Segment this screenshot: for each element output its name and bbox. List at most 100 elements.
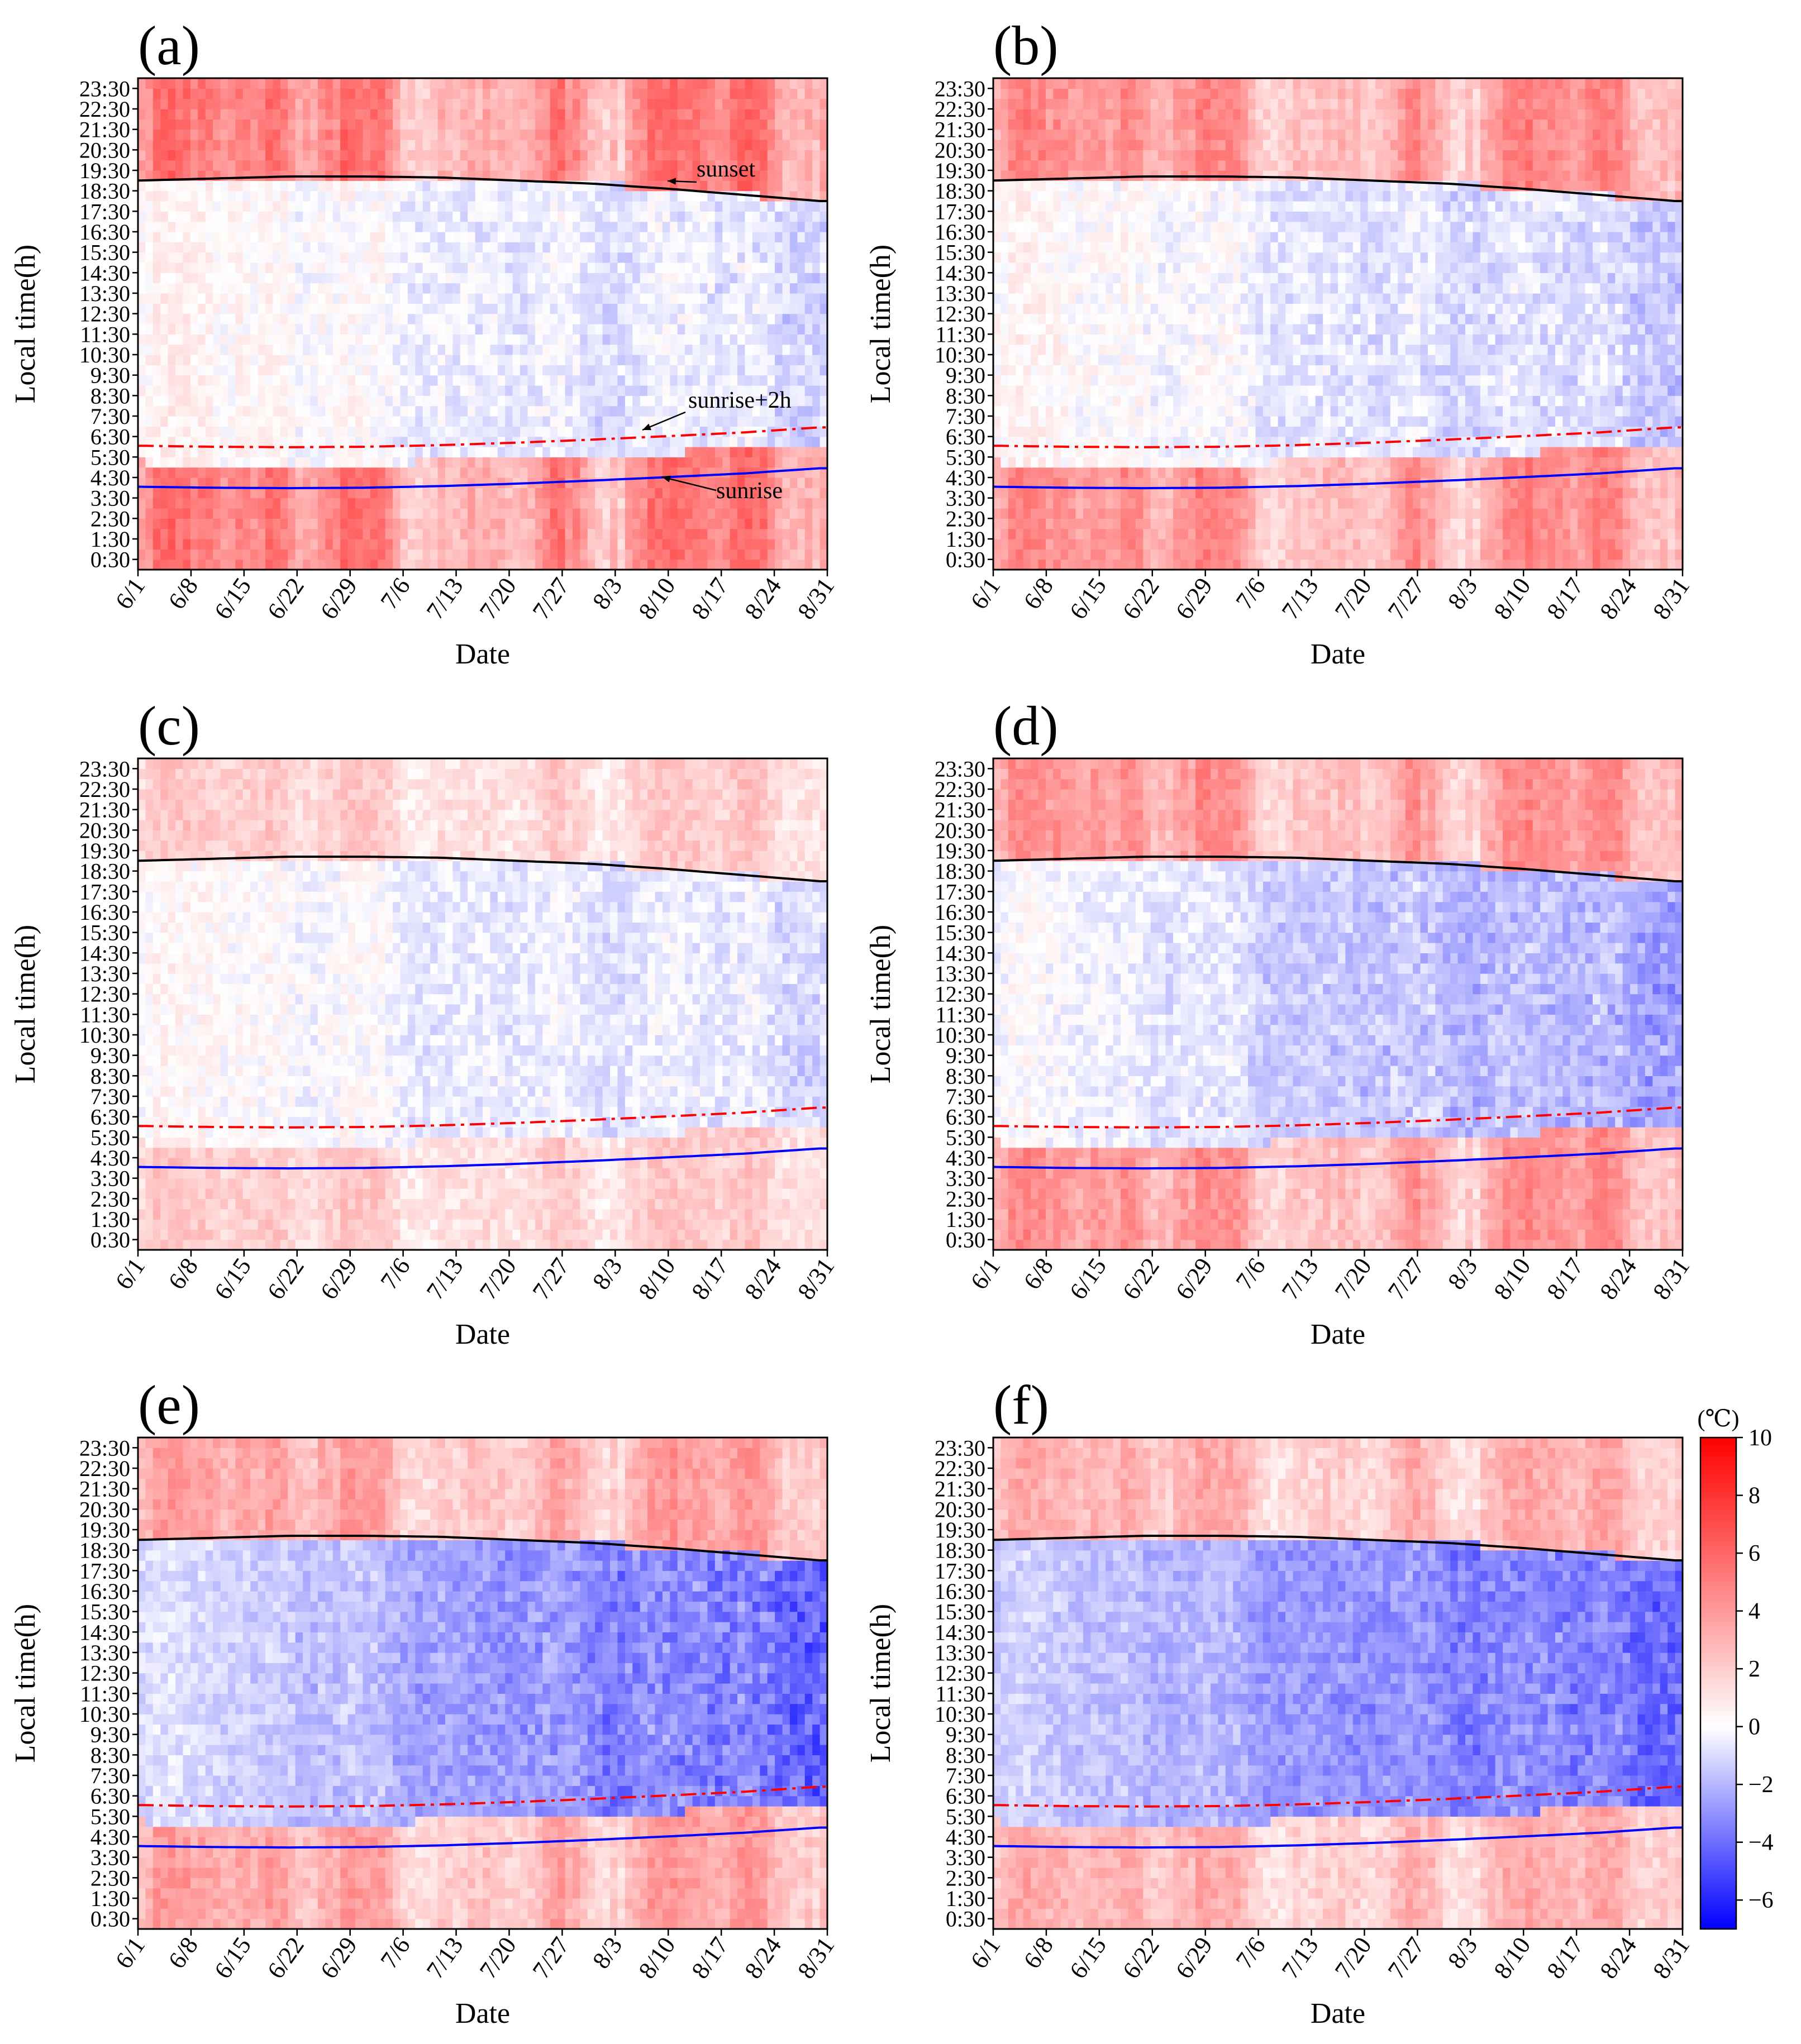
heatmap-cell bbox=[550, 140, 558, 150]
heatmap-cell bbox=[355, 416, 363, 427]
heatmap-cell bbox=[213, 242, 221, 252]
heatmap-cell bbox=[363, 191, 370, 202]
heatmap-cell bbox=[175, 324, 183, 335]
heatmap-cell bbox=[243, 334, 251, 345]
heatmap-cell bbox=[168, 375, 176, 386]
heatmap-cell bbox=[550, 211, 558, 222]
heatmap-cell bbox=[228, 109, 236, 120]
heatmap-cell bbox=[206, 232, 213, 242]
heatmap-cell bbox=[206, 437, 213, 447]
heatmap-cell bbox=[168, 508, 176, 519]
heatmap-cell bbox=[206, 539, 213, 550]
heatmap-cell bbox=[393, 273, 401, 283]
heatmap-cell bbox=[452, 426, 460, 437]
heatmap-cell bbox=[430, 385, 438, 396]
heatmap-cell bbox=[243, 222, 251, 232]
heatmap-cell bbox=[625, 385, 633, 396]
heatmap-cell bbox=[520, 140, 528, 150]
heatmap-cell bbox=[288, 447, 296, 457]
heatmap-cell bbox=[408, 252, 416, 263]
heatmap-cell bbox=[385, 416, 393, 427]
heatmap-cell bbox=[288, 406, 296, 417]
heatmap-cell bbox=[423, 488, 431, 498]
heatmap-cell bbox=[160, 365, 168, 375]
heatmap-cell bbox=[452, 385, 460, 396]
heatmap-cell bbox=[296, 242, 303, 252]
heatmap-cell bbox=[235, 395, 243, 406]
heatmap-cell bbox=[378, 385, 385, 396]
heatmap-cell bbox=[438, 109, 446, 120]
heatmap-cell bbox=[423, 416, 431, 427]
heatmap-cell bbox=[273, 560, 280, 570]
heatmap-cell bbox=[190, 293, 198, 304]
heatmap-cell bbox=[580, 130, 588, 140]
heatmap-cell bbox=[243, 232, 251, 242]
heatmap-cell bbox=[452, 345, 460, 355]
heatmap-cell bbox=[243, 119, 251, 130]
heatmap-cell bbox=[325, 140, 333, 150]
heatmap-cell bbox=[580, 498, 588, 509]
heatmap-cell bbox=[363, 211, 370, 222]
heatmap-cell bbox=[603, 109, 611, 120]
heatmap-cell bbox=[573, 303, 580, 314]
heatmap-cell bbox=[588, 375, 595, 386]
heatmap-cell bbox=[400, 314, 408, 324]
heatmap-cell bbox=[250, 160, 258, 171]
heatmap-cell bbox=[483, 447, 490, 457]
heatmap-cell bbox=[542, 539, 550, 550]
heatmap-cell bbox=[318, 109, 326, 120]
heatmap-cell bbox=[228, 560, 236, 570]
heatmap-cell bbox=[190, 99, 198, 109]
heatmap-cell bbox=[370, 375, 378, 386]
heatmap-cell bbox=[296, 529, 303, 539]
heatmap-cell bbox=[452, 395, 460, 406]
heatmap-cell bbox=[296, 232, 303, 242]
heatmap-cell bbox=[520, 426, 528, 437]
heatmap-cell bbox=[235, 437, 243, 447]
heatmap-cell bbox=[235, 375, 243, 386]
heatmap-cell bbox=[498, 385, 506, 396]
heatmap-cell bbox=[311, 150, 318, 160]
heatmap-cell bbox=[678, 160, 685, 171]
heatmap-cell bbox=[288, 457, 296, 467]
heatmap-cell bbox=[513, 262, 521, 273]
heatmap-cell bbox=[505, 160, 513, 171]
heatmap-cell bbox=[325, 99, 333, 109]
heatmap-cell bbox=[460, 560, 468, 570]
heatmap-cell bbox=[558, 160, 565, 171]
heatmap-cell bbox=[655, 119, 663, 130]
heatmap-cell bbox=[475, 119, 483, 130]
heatmap-cell bbox=[603, 232, 611, 242]
heatmap-cell bbox=[175, 447, 183, 457]
heatmap-cell bbox=[296, 385, 303, 396]
heatmap-cell bbox=[228, 549, 236, 560]
heatmap-cell bbox=[408, 518, 416, 529]
heatmap-cell bbox=[168, 150, 176, 160]
heatmap-cell bbox=[400, 447, 408, 457]
heatmap-cell bbox=[573, 140, 580, 150]
heatmap-cell bbox=[475, 375, 483, 386]
heatmap-cell bbox=[580, 273, 588, 283]
heatmap-cell bbox=[273, 365, 280, 375]
heatmap-cell bbox=[355, 334, 363, 345]
heatmap-cell bbox=[438, 88, 446, 99]
heatmap-cell bbox=[273, 88, 280, 99]
heatmap-cell bbox=[370, 180, 378, 191]
heatmap-cell bbox=[610, 314, 618, 324]
heatmap-cell bbox=[355, 457, 363, 467]
heatmap-cell bbox=[498, 518, 506, 529]
heatmap-cell bbox=[640, 385, 648, 396]
heatmap-cell bbox=[221, 314, 228, 324]
heatmap-cell bbox=[573, 539, 580, 550]
heatmap-cell bbox=[498, 211, 506, 222]
heatmap-cell bbox=[250, 211, 258, 222]
heatmap-cell bbox=[483, 345, 490, 355]
heatmap-cell bbox=[475, 252, 483, 263]
heatmap-cell bbox=[408, 180, 416, 191]
heatmap-cell bbox=[513, 539, 521, 550]
heatmap-cell bbox=[175, 334, 183, 345]
heatmap-cell bbox=[445, 262, 453, 273]
heatmap-cell bbox=[138, 119, 146, 130]
heatmap-cell bbox=[460, 150, 468, 160]
heatmap-cell bbox=[655, 549, 663, 560]
